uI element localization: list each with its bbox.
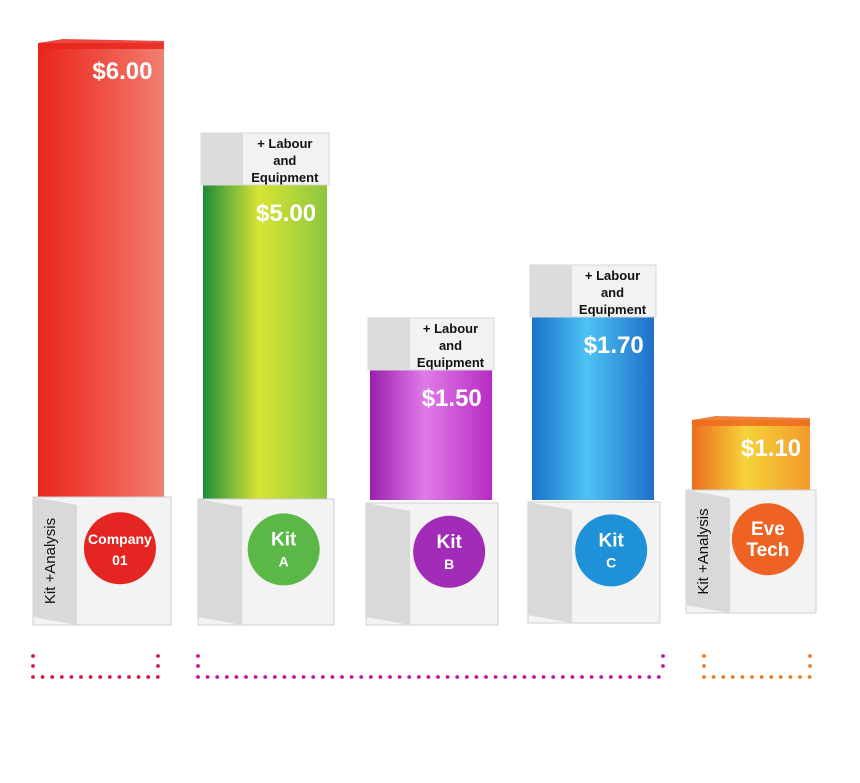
base-shade-kitb	[366, 503, 410, 625]
price-label-company01: $6.00	[92, 58, 152, 85]
cap-label-kitb-2: Equipment	[417, 355, 485, 370]
bar-group-kitc: + Labour and Equipment $1.70 Kit C	[527, 264, 661, 624]
badge-label-evetech-0: Eve	[751, 519, 785, 540]
group-label-2-1: Laboratory	[715, 703, 799, 720]
group-label-1-0: In House Testing	[368, 687, 496, 704]
note-label-0: Labour and	[699, 312, 819, 337]
side-label-company01: Kit +Analysis	[42, 518, 59, 604]
badge-label-kitc-0: Kit	[598, 530, 624, 551]
cap-label-kita-1: and	[273, 153, 296, 168]
badge-circle-kita	[247, 513, 320, 586]
cap-label-kitc-0: + Labour	[585, 268, 640, 283]
price-label-evetech: $1.10	[741, 435, 801, 462]
cap-shade-kitc	[530, 265, 572, 317]
badge-label-company01-1: 01	[112, 552, 128, 568]
group-label-1-1: (You Test)	[394, 703, 470, 720]
note-label-2: Included	[714, 370, 804, 395]
bar-top-company01	[38, 39, 164, 49]
side-label-evetech: Kit +Analysis	[695, 508, 712, 594]
badge-circle-company01	[83, 512, 156, 585]
bar-kitc	[532, 317, 654, 500]
cap-label-kita-2: Equipment	[251, 170, 319, 185]
cap-label-kitc-2: Equipment	[579, 302, 647, 317]
badge-label-kita-0: Kit	[271, 529, 297, 550]
bar-top-evetech	[692, 416, 810, 426]
cap-shade-kitb	[368, 318, 410, 370]
bar-group-kitb: + Labour and Equipment $1.50 Kit B	[365, 317, 499, 626]
base-shade-kita	[198, 499, 242, 625]
group-bracket-1: In House Testing(You Test)	[196, 654, 665, 720]
base-shade-kitc	[528, 502, 572, 623]
bar-kita	[203, 185, 327, 500]
badge-circle-evetech	[731, 503, 804, 576]
price-label-kita: $5.00	[256, 200, 316, 227]
cap-label-kita-0: + Labour	[257, 136, 312, 151]
bar-evetech	[692, 420, 810, 500]
bar-group-kita: + Labour and Equipment $5.00 Kit A	[197, 132, 335, 626]
group-label-2-0: Our	[743, 687, 771, 704]
price-label-kitc: $1.70	[584, 332, 644, 359]
badge-circle-kitb	[413, 515, 486, 588]
bar-kitb	[370, 370, 492, 500]
badge-label-kitc-1: C	[606, 554, 616, 570]
badge-label-evetech-1: Tech	[746, 540, 789, 561]
note-label-1: Equipment	[702, 341, 816, 366]
cap-label-kitc-1: and	[601, 285, 624, 300]
cap-label-kitb-1: and	[439, 338, 462, 353]
bar-company01	[38, 43, 164, 500]
badge-circle-kitc	[575, 514, 648, 587]
cap-shade-kita	[201, 133, 243, 185]
badge-label-kitb-1: B	[444, 556, 454, 572]
group-label-0-0: Competitor	[53, 687, 138, 704]
price-label-kitb: $1.50	[422, 385, 482, 412]
bar-group-company01: $6.00 Kit +Analysis Company 01	[32, 39, 172, 626]
cap-label-kitb-0: + Labour	[423, 321, 478, 336]
badge-label-company01-0: Company	[88, 531, 152, 547]
base-shade-evetech	[686, 490, 730, 613]
group-bracket-0: Competitor	[31, 654, 160, 704]
base-shade-company01	[33, 497, 77, 625]
badge-label-kita-1: A	[279, 553, 289, 569]
badge-label-kitb-0: Kit	[436, 532, 462, 553]
